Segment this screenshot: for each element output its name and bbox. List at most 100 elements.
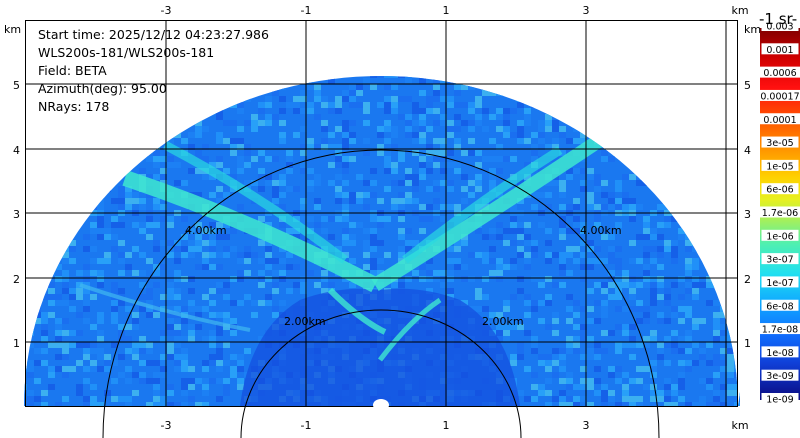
field-cell bbox=[384, 216, 391, 222]
field-cell bbox=[594, 366, 601, 372]
field-cell bbox=[524, 120, 531, 126]
field-cell bbox=[335, 162, 342, 168]
field-cell bbox=[244, 294, 251, 300]
field-cell bbox=[433, 276, 440, 282]
field-cell bbox=[83, 234, 90, 240]
field-cell bbox=[524, 174, 531, 180]
field-cell bbox=[300, 96, 307, 102]
field-cell bbox=[545, 354, 552, 360]
field-cell bbox=[608, 246, 615, 252]
field-cell bbox=[706, 204, 713, 210]
field-cell bbox=[594, 318, 601, 324]
field-cell bbox=[538, 192, 545, 198]
field-cell bbox=[335, 66, 342, 72]
field-cell bbox=[524, 300, 531, 306]
field-cell bbox=[741, 132, 748, 138]
field-cell bbox=[636, 234, 643, 240]
field-cell bbox=[286, 186, 293, 192]
field-cell bbox=[314, 90, 321, 96]
field-cell bbox=[643, 228, 650, 234]
colorbar-label-bg bbox=[754, 323, 800, 335]
field-cell bbox=[433, 162, 440, 168]
field-cell bbox=[181, 306, 188, 312]
field-cell bbox=[727, 360, 734, 366]
field-cell bbox=[244, 246, 251, 252]
field-cell bbox=[461, 60, 468, 66]
field-cell bbox=[83, 378, 90, 384]
field-cell bbox=[692, 360, 699, 366]
field-cell bbox=[706, 408, 713, 414]
field-cell bbox=[552, 252, 559, 258]
field-cell bbox=[594, 204, 601, 210]
field-cell bbox=[202, 294, 209, 300]
field-cell bbox=[377, 102, 384, 108]
field-cell bbox=[636, 318, 643, 324]
field-cell bbox=[440, 144, 447, 150]
colorbar-label-bg bbox=[761, 299, 799, 311]
field-cell bbox=[447, 132, 454, 138]
field-cell bbox=[125, 336, 132, 342]
field-cell bbox=[251, 126, 258, 132]
field-cell bbox=[531, 156, 538, 162]
field-cell bbox=[531, 192, 538, 198]
field-cell bbox=[321, 270, 328, 276]
field-cell bbox=[657, 342, 664, 348]
field-cell bbox=[629, 396, 636, 402]
field-cell bbox=[475, 102, 482, 108]
field-cell bbox=[139, 204, 146, 210]
y-tick-right: 1 bbox=[744, 337, 751, 350]
field-cell bbox=[48, 366, 55, 372]
colorbar-label: 1e-09 bbox=[766, 395, 793, 406]
field-cell bbox=[342, 204, 349, 210]
field-cell bbox=[104, 366, 111, 372]
field-cell bbox=[363, 102, 370, 108]
field-cell bbox=[622, 276, 629, 282]
field-cell bbox=[608, 258, 615, 264]
field-cell bbox=[566, 114, 573, 120]
field-cell bbox=[559, 258, 566, 264]
field-cell bbox=[342, 132, 349, 138]
field-cell bbox=[405, 198, 412, 204]
field-cell bbox=[587, 174, 594, 180]
field-cell bbox=[349, 156, 356, 162]
field-cell bbox=[496, 168, 503, 174]
field-cell bbox=[447, 270, 454, 276]
field-cell bbox=[76, 288, 83, 294]
field-cell bbox=[139, 222, 146, 228]
field-cell bbox=[125, 192, 132, 198]
field-cell bbox=[48, 288, 55, 294]
y-ticks-left: km 1 2 3 4 5 bbox=[4, 23, 21, 350]
field-cell bbox=[419, 156, 426, 162]
field-cell bbox=[440, 180, 447, 186]
field-cell bbox=[356, 408, 363, 414]
field-cell bbox=[48, 192, 55, 198]
field-cell bbox=[503, 78, 510, 84]
field-cell bbox=[27, 246, 34, 252]
field-cell bbox=[153, 204, 160, 210]
field-cell bbox=[181, 348, 188, 354]
field-cell bbox=[419, 120, 426, 126]
field-cell bbox=[181, 384, 188, 390]
field-cell bbox=[685, 330, 692, 336]
field-cell bbox=[405, 174, 412, 180]
field-cell bbox=[671, 252, 678, 258]
field-cell bbox=[475, 252, 482, 258]
field-cell bbox=[601, 306, 608, 312]
field-cell bbox=[608, 192, 615, 198]
field-cell bbox=[566, 342, 573, 348]
field-cell bbox=[643, 162, 650, 168]
field-cell bbox=[727, 228, 734, 234]
field-cell bbox=[622, 150, 629, 156]
field-cell bbox=[167, 294, 174, 300]
field-cell bbox=[559, 234, 566, 240]
field-cell bbox=[650, 174, 657, 180]
field-cell bbox=[636, 168, 643, 174]
field-cell bbox=[258, 102, 265, 108]
field-cell bbox=[251, 408, 258, 414]
field-cell bbox=[34, 120, 41, 126]
field-cell bbox=[146, 312, 153, 318]
field-cell bbox=[615, 276, 622, 282]
field-cell bbox=[300, 216, 307, 222]
field-cell bbox=[713, 282, 720, 288]
field-cell bbox=[566, 102, 573, 108]
